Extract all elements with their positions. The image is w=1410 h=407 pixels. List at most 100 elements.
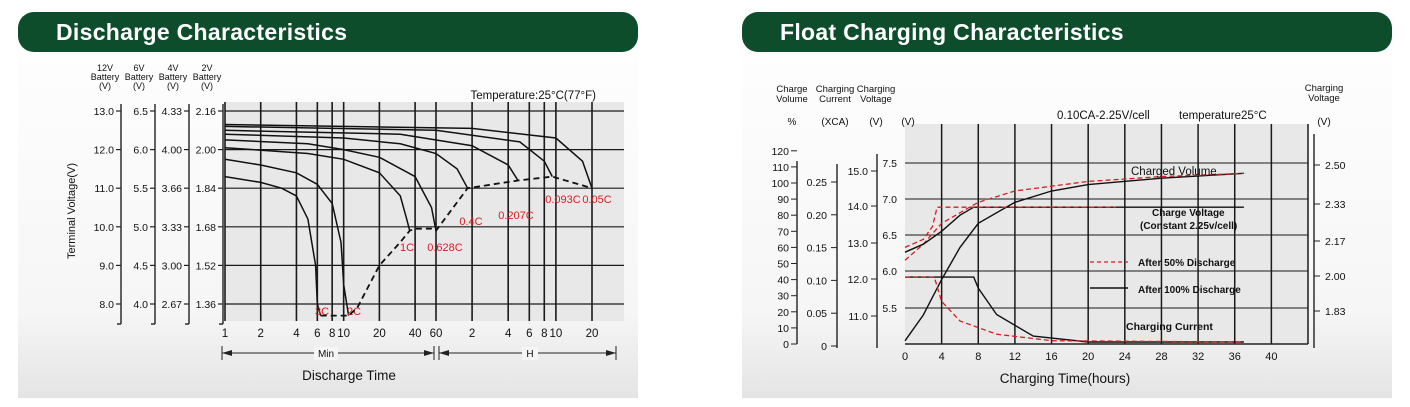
discharge-y-tick-label: 6.0 [133,145,148,157]
discharge-curve-label: 0.05C [582,194,611,206]
discharge-x-tick-label: 10 [550,328,563,340]
discharge-title-banner: Discharge Characteristics [18,12,638,52]
float-volume-tick-label: 60 [777,242,789,254]
float-voltage-b-tick-label: 7.0 [882,194,897,206]
float-axis-unit: (V) [1317,117,1330,128]
float-label-charged-volume: Charged Volume [1131,166,1217,178]
float-x-tick-label: 16 [1045,351,1057,363]
float-curve [904,172,1244,342]
float-voltage-b-tick-label: 6.5 [882,230,897,242]
float-curve [904,172,1244,261]
float-legend-after100: After 100% Discharge [1138,285,1241,296]
float-axis-header: Voltage [1308,93,1340,104]
float-x-tick-label: 4 [939,351,945,363]
float-x-tick-label: 12 [1009,351,1021,363]
discharge-x-group-min: Min [318,349,334,360]
discharge-x-axis-label: Discharge Time [302,368,396,383]
float-right-tick-label: 2.17 [1325,236,1346,248]
discharge-y-tick-label: 1.68 [196,222,217,234]
discharge-curve [224,146,411,231]
discharge-x-tick-label: 4 [293,328,300,340]
discharge-x-tick-label: 2 [469,328,475,340]
discharge-min-arrow-left [222,350,232,356]
float-volume-tick-label: 110 [772,162,789,174]
float-axis-unit: (V) [901,117,914,128]
discharge-x-tick-label: 10 [337,328,350,340]
float-axis-header: Charging [1305,83,1344,94]
float-chart: 0 4 8 12 16 20 24 28 32 36 40 Charging Time(hours) C… [771,83,1346,386]
discharge-y-axis-header: 4V [167,63,178,73]
discharge-x-tick-label: 6 [314,328,320,340]
float-x-tick-label: 36 [1229,351,1241,363]
float-curve [905,276,1244,343]
float-volume-tick-label: 90 [777,194,789,206]
discharge-curve [224,133,469,189]
float-volume-tick-label: 40 [777,275,789,287]
discharge-temperature-label: Temperature:25°C(77°F) [470,90,596,102]
float-axis-unit: (V) [869,117,882,128]
discharge-y-axis-header: 6V [133,63,144,73]
discharge-y-tick-label: 2.00 [196,145,217,157]
discharge-x-tick-label: 20 [373,328,386,340]
discharge-y-tick-label: 2.67 [162,299,183,311]
float-x-tick-label: 20 [1082,351,1094,363]
discharge-x-tick-label: 2 [258,328,264,340]
float-current-tick-label: 0.15 [807,243,828,255]
float-voltage-tick-label: 11.0 [848,311,868,323]
discharge-plot-area [225,102,624,321]
discharge-curve [224,129,519,181]
discharge-y-tick-label: 12.0 [94,145,115,157]
float-x-tick-label: 32 [1192,351,1204,363]
float-axis-header: Current [819,94,851,105]
float-current-tick-label: 0.05 [807,308,828,320]
discharge-y-axis-header: (V) [167,81,179,91]
float-voltage-tick-label: 14.0 [848,201,869,213]
discharge-panel: Discharge Characteristics 13.0 12.0 11.0 10… [18,6,638,398]
discharge-x-tick-label: 60 [430,328,443,340]
discharge-curve [224,123,593,189]
discharge-y-tick-label: 1.84 [196,183,217,195]
discharge-y-tick-label: 4.00 [162,145,183,157]
discharge-y-axis-header: 2V [201,63,212,73]
discharge-title: Discharge Characteristics [56,19,348,45]
float-current-tick-label: 0.20 [807,210,828,222]
discharge-y-tick-label: 2.16 [196,106,217,118]
float-volume-tick-label: 70 [777,226,789,238]
float-x-tick-label: 28 [1155,351,1167,363]
discharge-h-arrow-left [439,350,449,356]
discharge-y-axis-label: Terminal Voltage(V) [66,163,78,259]
discharge-x-tick-label: 8 [541,328,547,340]
float-axis-header: Charge [776,84,807,95]
discharge-curve-label: 0.093C [545,194,581,206]
float-right-tick-label: 2.33 [1325,199,1346,211]
float-voltage-b-tick-label: 6.0 [882,266,897,278]
discharge-curve [224,158,350,316]
discharge-h-label-bg [522,347,538,360]
discharge-y-tick-label: 11.0 [94,183,114,195]
float-condition-label: 0.10CA-2.25V/cell [1057,110,1150,122]
float-x-tick-label: 8 [975,351,981,363]
float-axis-header: Charging [816,84,855,95]
float-right-tick-label: 2.50 [1325,160,1346,172]
discharge-y-tick-label: 3.00 [162,260,183,272]
float-volume-tick-label: 0 [783,339,789,351]
float-x-tick-label: 24 [1119,351,1131,363]
discharge-curve [224,125,553,177]
float-right-tick-label: 2.00 [1325,271,1346,283]
float-axis-header: Voltage [860,94,892,105]
discharge-curve [224,139,437,231]
discharge-y-tick-label: 13.0 [94,106,115,118]
float-title: Float Charging Characteristics [780,19,1124,45]
discharge-y-tick-label: 3.66 [162,183,183,195]
float-volume-tick-label: 50 [777,259,789,271]
float-x-tick-label: 40 [1265,351,1277,363]
float-voltage-tick-label: 12.0 [848,274,869,286]
discharge-curve-label: 0.4C [459,216,482,228]
discharge-y-tick-label: 4.33 [162,106,183,118]
discharge-y-tick-label: 4.5 [133,260,148,272]
float-volume-tick-label: 10 [777,323,789,335]
float-temperature-label: temperature25°C [1179,110,1267,122]
float-right-tick-label: 1.83 [1325,306,1346,318]
discharge-x-tick-label: 40 [409,328,422,340]
float-panel: Float Charging Characteristics 0 4 8 12 16 20… [742,6,1392,398]
